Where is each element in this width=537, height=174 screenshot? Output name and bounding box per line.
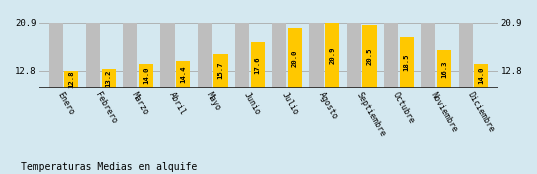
Bar: [288, 28, 302, 88]
Bar: [64, 71, 78, 88]
Text: 16.3: 16.3: [441, 60, 447, 78]
Bar: [459, 23, 473, 88]
Bar: [235, 23, 249, 88]
Bar: [139, 64, 153, 88]
Bar: [101, 69, 115, 88]
Bar: [422, 23, 436, 88]
Text: 14.4: 14.4: [180, 66, 186, 83]
Bar: [86, 23, 100, 88]
Bar: [251, 42, 265, 88]
Text: 14.0: 14.0: [143, 67, 149, 84]
Bar: [213, 54, 228, 88]
Bar: [48, 23, 63, 88]
Text: 20.5: 20.5: [367, 48, 373, 65]
Bar: [362, 25, 376, 88]
Bar: [474, 64, 489, 88]
Text: 12.8: 12.8: [68, 70, 74, 88]
Bar: [161, 23, 175, 88]
Text: 17.6: 17.6: [255, 56, 260, 74]
Bar: [325, 23, 339, 88]
Bar: [123, 23, 137, 88]
Text: Temperaturas Medias en alquife: Temperaturas Medias en alquife: [21, 162, 198, 172]
Text: 20.0: 20.0: [292, 49, 298, 67]
Bar: [309, 23, 324, 88]
Text: 15.7: 15.7: [217, 62, 223, 79]
Text: 13.2: 13.2: [106, 69, 112, 87]
Bar: [176, 61, 190, 88]
Bar: [400, 37, 414, 88]
Bar: [272, 23, 286, 88]
Text: 18.5: 18.5: [404, 54, 410, 71]
Bar: [198, 23, 212, 88]
Bar: [437, 50, 451, 88]
Text: 14.0: 14.0: [478, 67, 484, 84]
Text: 20.9: 20.9: [329, 46, 335, 64]
Bar: [384, 23, 398, 88]
Bar: [347, 23, 361, 88]
